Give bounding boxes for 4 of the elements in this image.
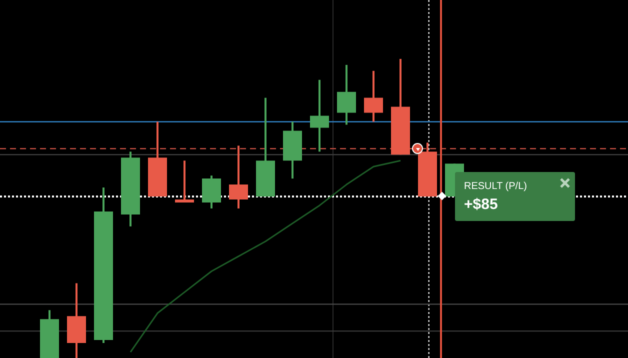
result-popup: RESULT (P/L) +$85 xyxy=(455,172,575,221)
annotation: +$85 xyxy=(464,196,498,213)
annotation: RESULT (P/L) xyxy=(464,181,527,192)
candlestick xyxy=(175,160,194,202)
